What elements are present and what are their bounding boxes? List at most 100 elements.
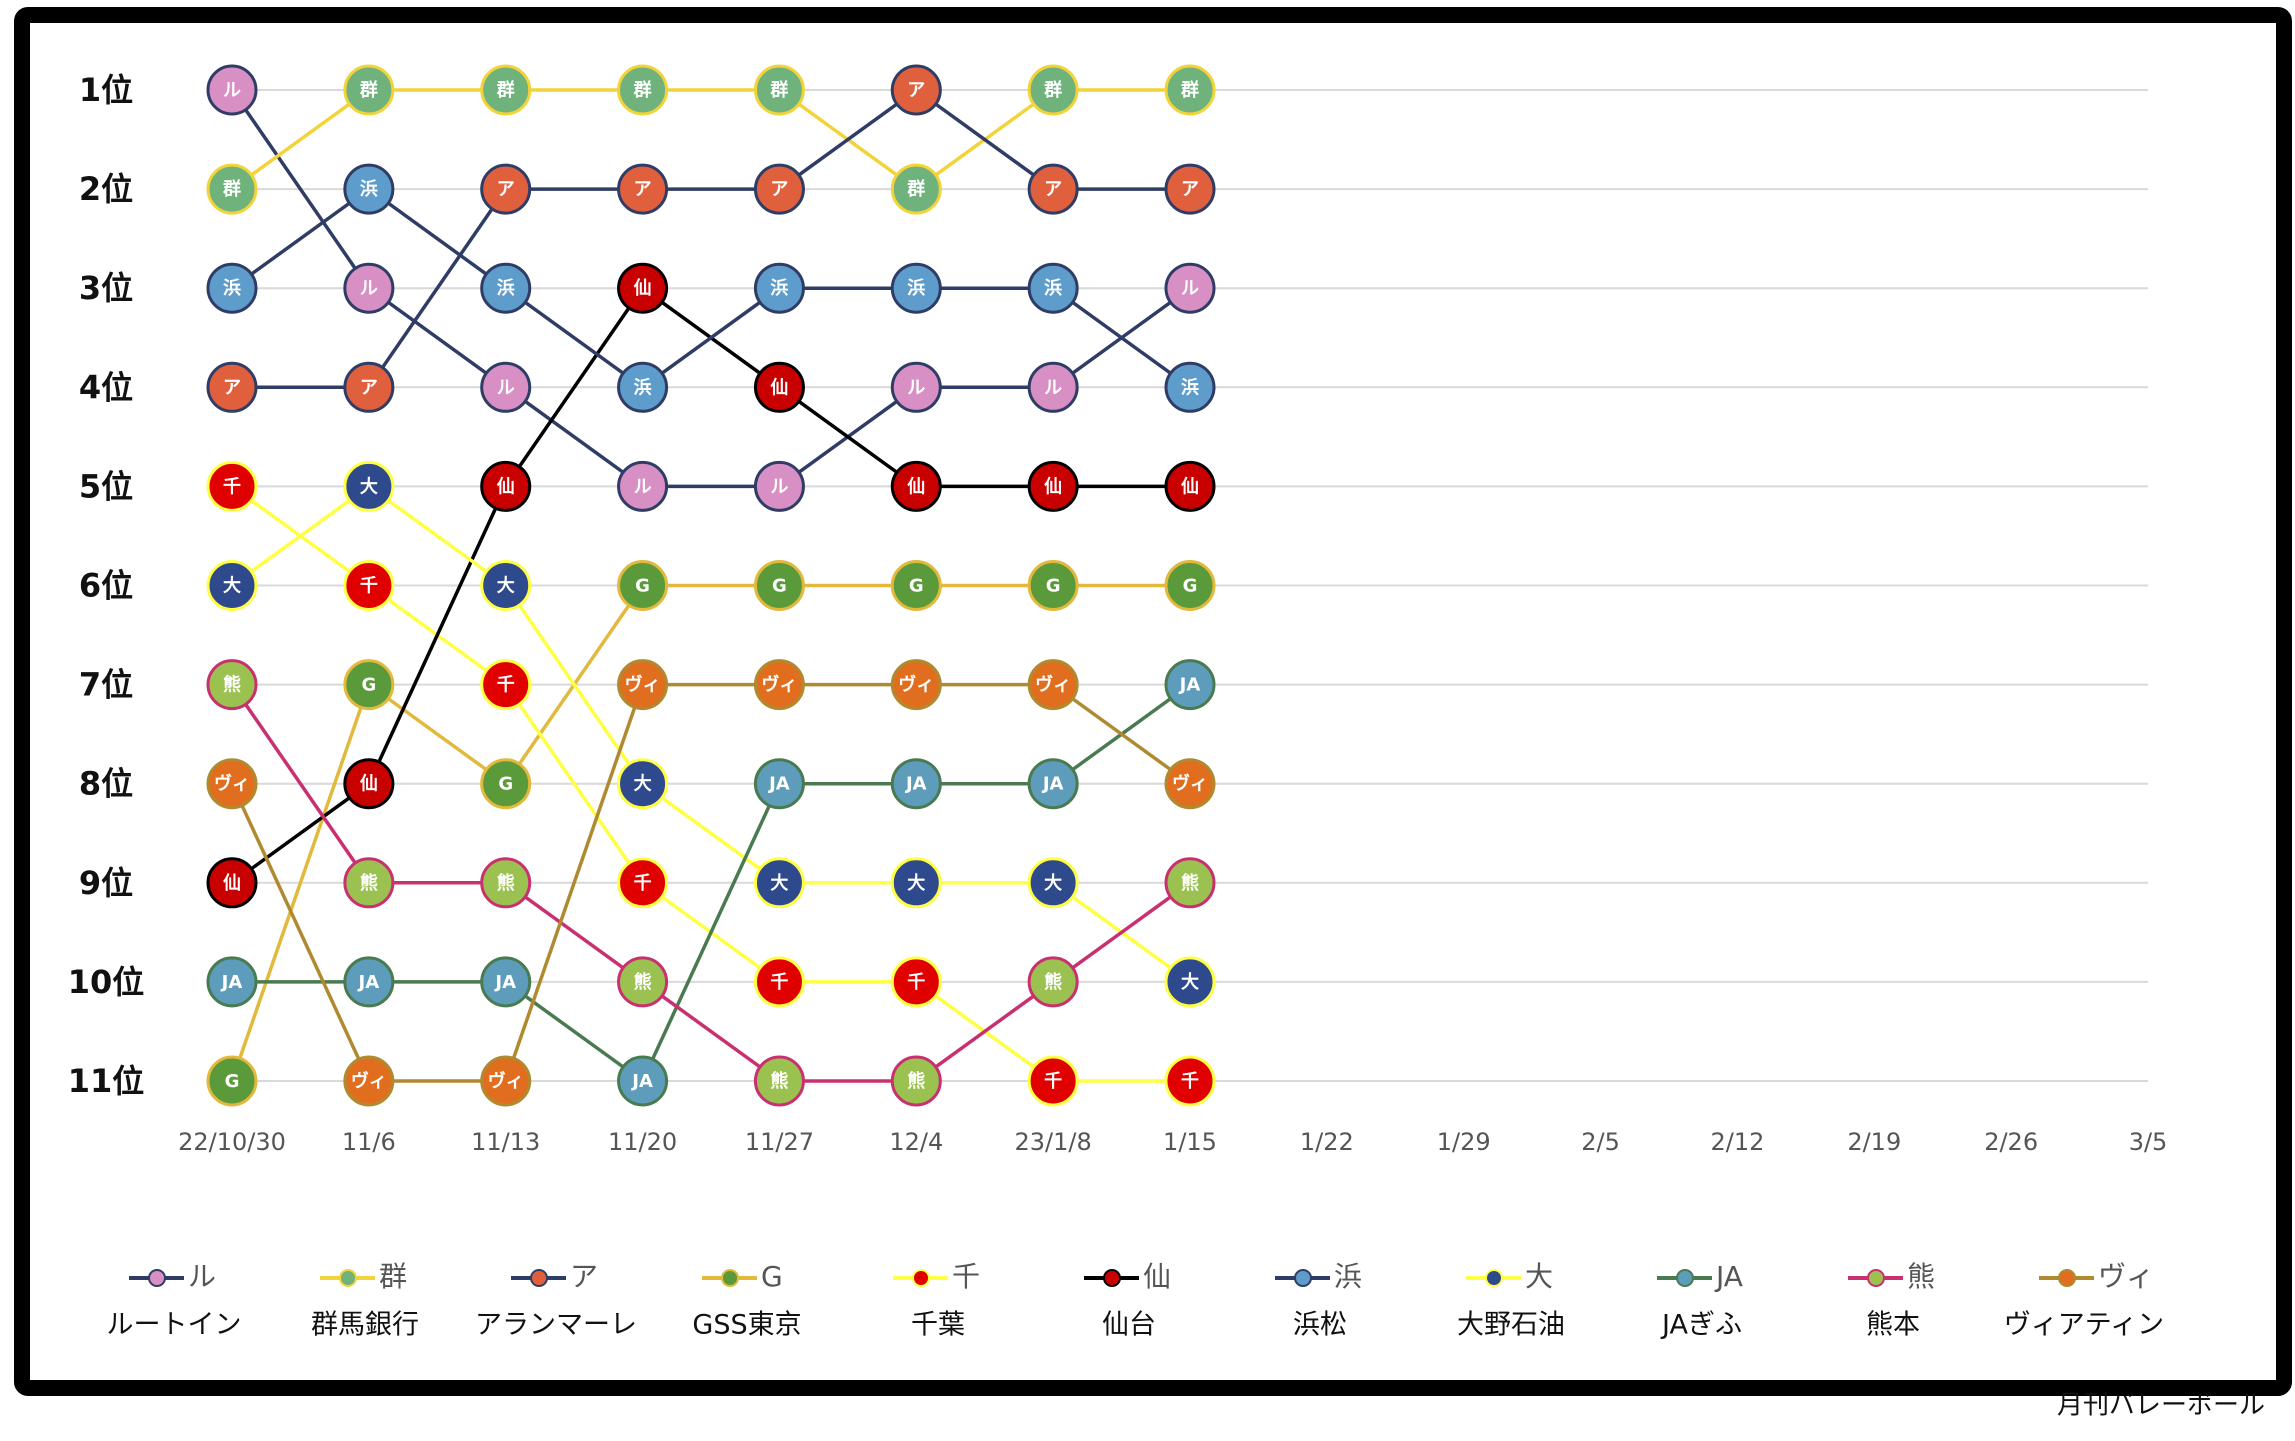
marker: [617, 956, 669, 1008]
legend-marker: [1103, 1269, 1121, 1287]
marker-label: JA: [767, 774, 790, 795]
legend-marker: [148, 1269, 166, 1287]
marker: [206, 857, 258, 909]
marker: [890, 659, 942, 711]
legend-marker: [339, 1269, 357, 1287]
marker-label: 浜: [907, 278, 925, 299]
marker: [1027, 64, 1079, 116]
marker-label: 熊: [223, 674, 241, 696]
marker: [617, 64, 669, 116]
marker: [1164, 560, 1216, 611]
marker: [343, 361, 395, 413]
y-tick-label: 6位: [79, 567, 133, 605]
legend-name: 千葉: [911, 1310, 965, 1341]
marker-label: 浜: [223, 278, 241, 299]
y-tick-label: 10位: [68, 963, 145, 1001]
marker: [1027, 361, 1079, 413]
marker: [617, 659, 669, 711]
marker: [206, 1055, 258, 1107]
marker-label: ア: [1044, 179, 1062, 200]
x-tick-label: 11/20: [608, 1128, 677, 1156]
legend-label: 大: [1525, 1260, 1553, 1293]
legend-name: GSS東京: [692, 1310, 801, 1341]
marker-label: JA: [357, 972, 380, 993]
y-tick-label: 4位: [79, 368, 133, 406]
marker: [1164, 857, 1216, 909]
marker-label: JA: [1178, 675, 1201, 696]
marker-label: 浜: [1181, 377, 1199, 398]
marker-label: ル: [634, 476, 652, 497]
marker: [890, 64, 942, 116]
marker: [480, 1055, 532, 1107]
legend-label: 浜: [1334, 1260, 1362, 1293]
marker-label: ル: [1044, 377, 1062, 398]
marker: [206, 956, 258, 1008]
marker: [890, 163, 942, 215]
y-tick-label: 8位: [79, 765, 133, 803]
marker: [753, 1055, 805, 1107]
marker: [206, 361, 258, 413]
x-tick-label: 23/1/8: [1015, 1128, 1092, 1156]
marker: [1164, 361, 1216, 413]
marker: [1164, 758, 1216, 810]
marker-label: ア: [1181, 179, 1199, 200]
marker-label: 仙: [497, 475, 515, 497]
legend-label: ア: [570, 1260, 598, 1293]
legend-marker: [2058, 1269, 2076, 1287]
marker: [480, 361, 532, 413]
marker: [206, 659, 258, 711]
marker: [617, 560, 669, 611]
marker: [617, 163, 669, 215]
marker-label: 千: [223, 476, 241, 497]
marker: [343, 659, 395, 711]
x-tick-label: 11/6: [342, 1128, 396, 1156]
y-tick-label: 5位: [79, 467, 133, 505]
marker-label: 熊: [634, 971, 652, 993]
marker-label: ヴィ: [625, 674, 661, 696]
marker-label: ア: [907, 80, 925, 101]
legend-name: ヴィアティン: [2004, 1310, 2164, 1341]
marker-label: 群: [223, 178, 241, 200]
marker-label: JA: [220, 972, 243, 993]
marker: [890, 758, 942, 810]
marker: [617, 262, 669, 314]
marker-label: 大: [360, 475, 378, 497]
marker-label: 仙: [770, 376, 788, 398]
marker-label: G: [498, 774, 513, 795]
marker-label: ヴィ: [351, 1070, 387, 1092]
x-tick-label: 1/29: [1437, 1128, 1491, 1156]
marker-label: 千: [907, 972, 925, 993]
markers: ルルルル ルル ルル群群群群群群群 群ア アアアアアア アGGGG G G G G千千千千千 千千千…: [206, 64, 1216, 1107]
marker: [753, 659, 805, 711]
marker-label: ル: [770, 476, 788, 497]
legend-label: ヴィ: [2098, 1260, 2154, 1293]
marker-label: ア: [634, 179, 652, 200]
marker-label: 仙: [1044, 475, 1062, 497]
marker-label: JA: [493, 972, 516, 993]
marker-label: 仙: [1181, 475, 1199, 497]
x-tick-label: 2/5: [1581, 1128, 1620, 1156]
source: 月刊バレーボール: [2057, 1391, 2265, 1421]
legend-marker: [530, 1269, 548, 1287]
marker-label: 熊: [1181, 872, 1199, 894]
marker-label: ア: [360, 377, 378, 398]
marker: [617, 857, 669, 909]
marker: [1164, 460, 1216, 512]
marker: [1027, 163, 1079, 215]
marker-label: 群: [907, 178, 925, 200]
legend-marker: [1294, 1269, 1312, 1287]
marker: [890, 361, 942, 413]
marker: [206, 64, 258, 116]
marker-label: ヴィ: [214, 773, 250, 795]
marker: [343, 460, 395, 512]
y-tick-label: 3位: [79, 269, 133, 307]
marker: [480, 262, 532, 314]
marker: [753, 460, 805, 512]
marker-label: 大: [1181, 971, 1199, 993]
marker: [480, 163, 532, 215]
legend-marker: [1867, 1269, 1885, 1287]
marker-label: ヴィ: [1172, 773, 1208, 795]
marker: [1027, 758, 1079, 810]
legend-name: 群馬銀行: [311, 1310, 419, 1341]
